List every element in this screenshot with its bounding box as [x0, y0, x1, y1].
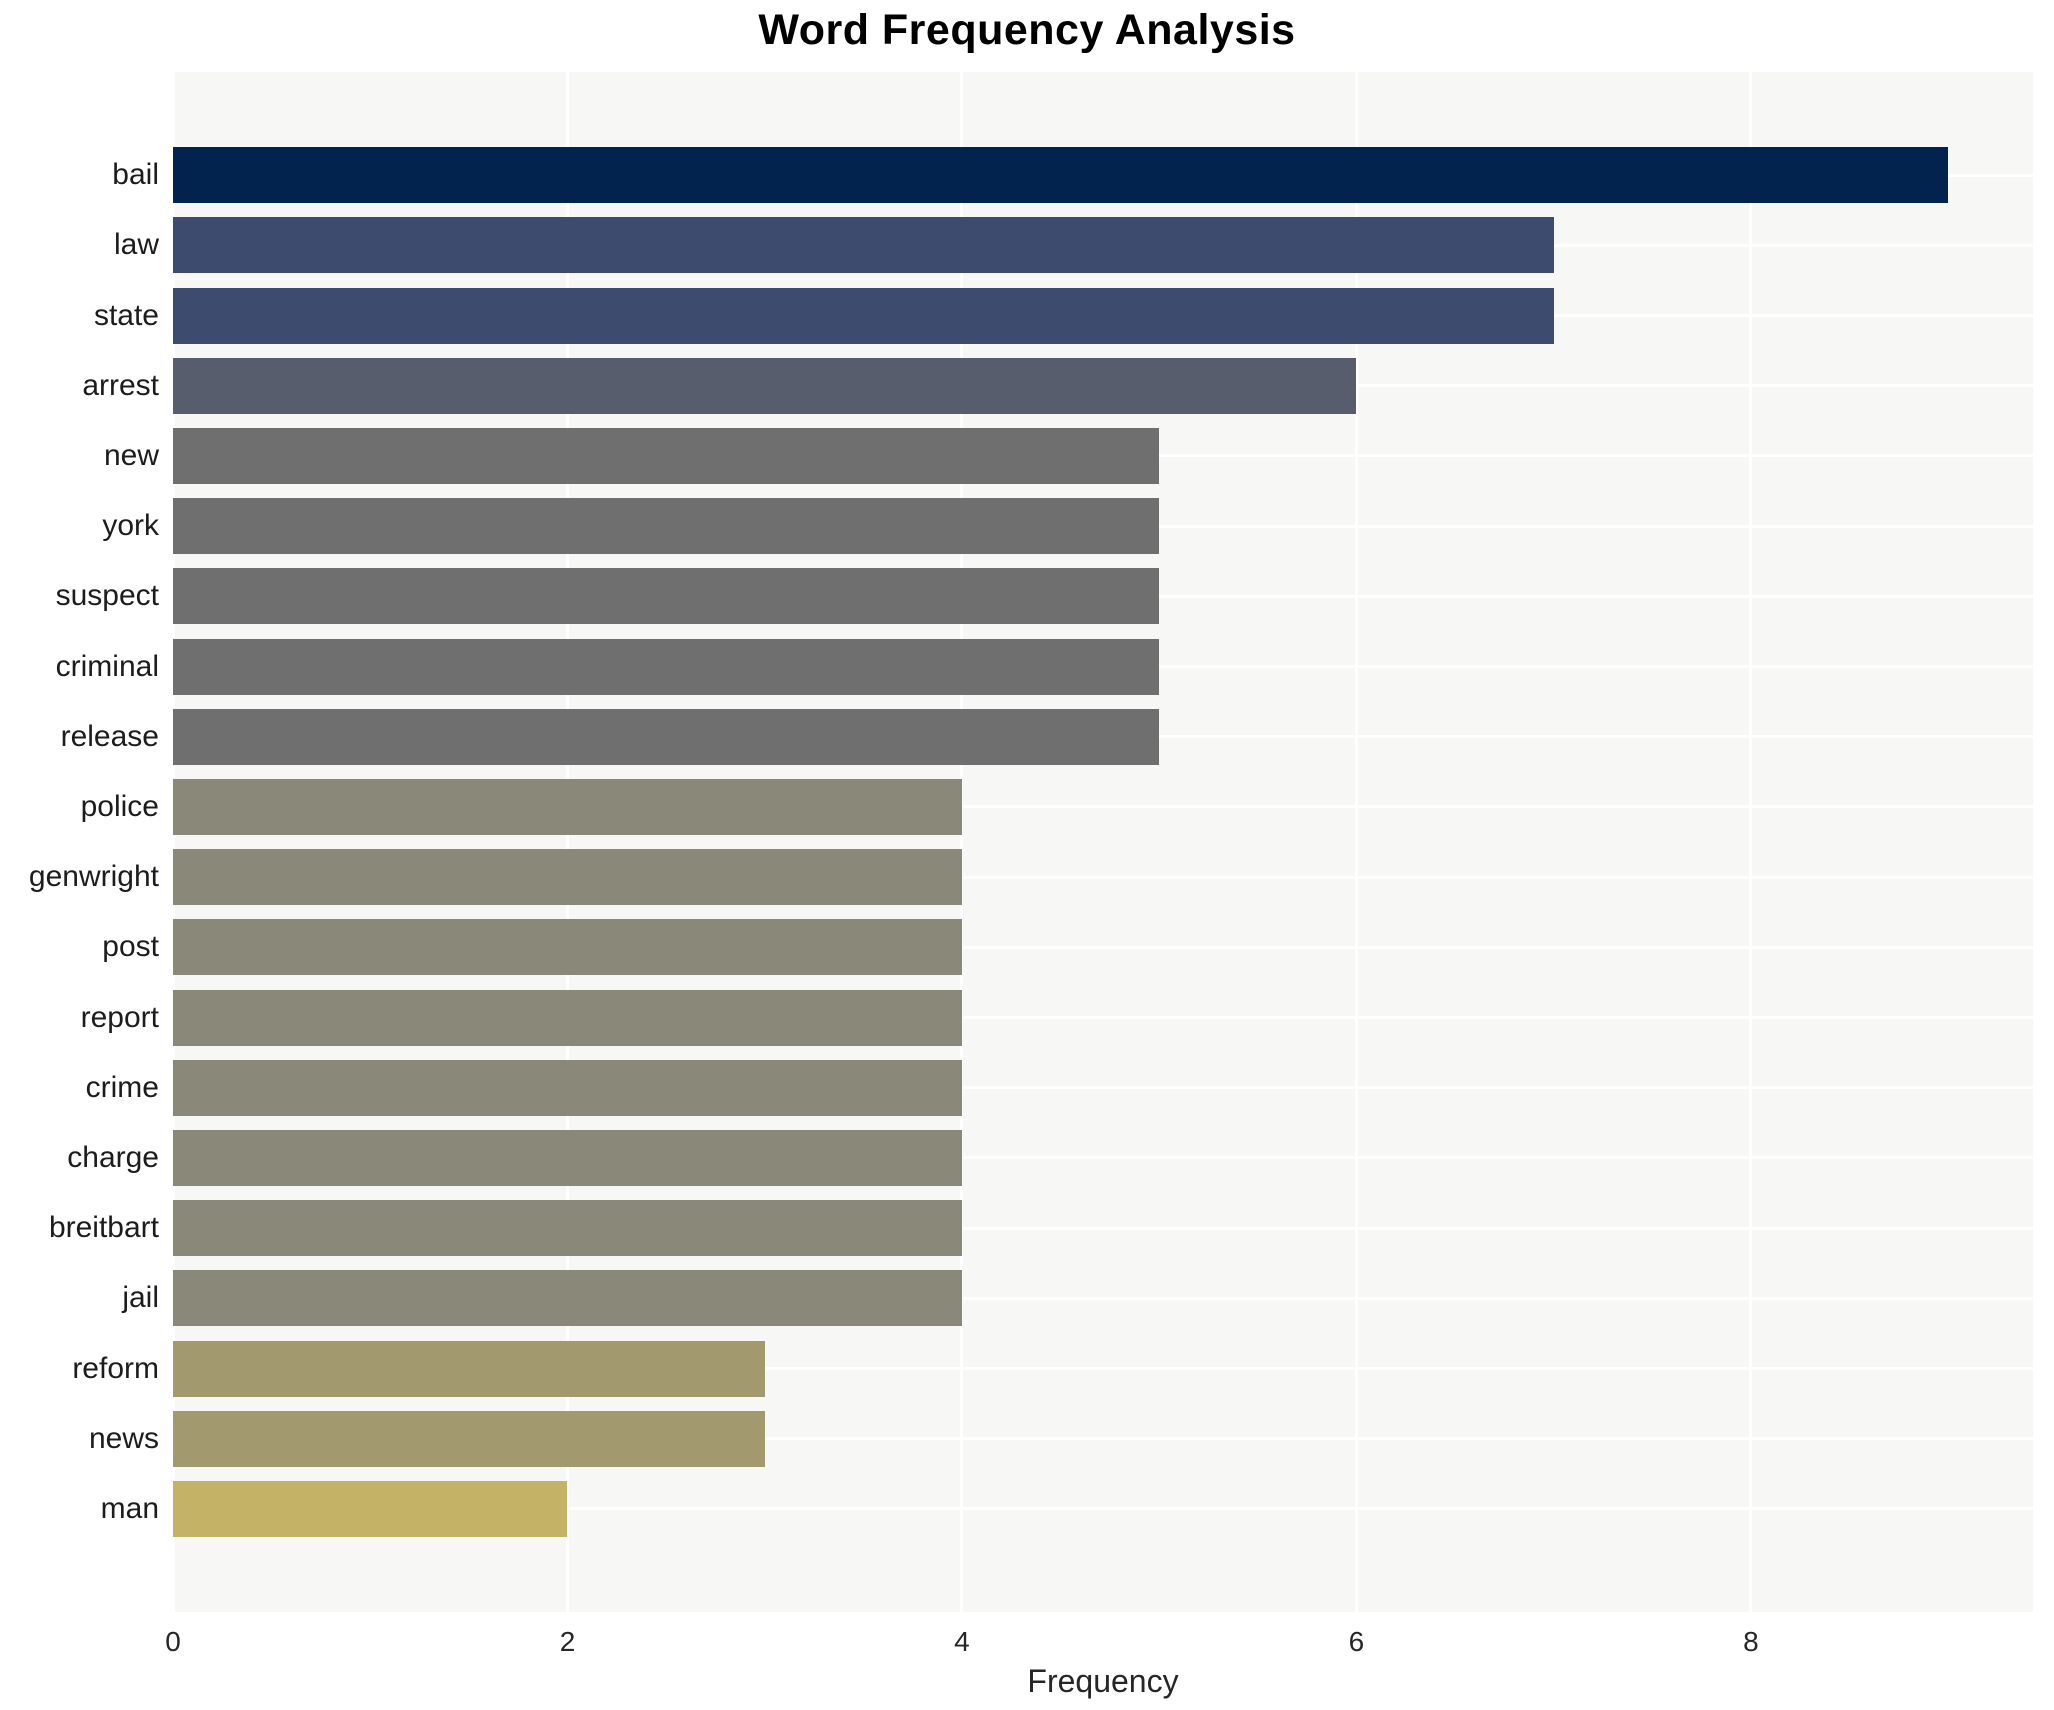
bar-suspect: [173, 568, 1160, 625]
bar-row: new: [104, 421, 2033, 491]
y-tick-label-york: york: [102, 509, 159, 543]
bar-row: genwright: [29, 842, 2033, 912]
y-tick-label-reform: reform: [72, 1351, 159, 1385]
x-tick-label-0: 0: [165, 1626, 181, 1657]
bar-man: [173, 1480, 568, 1537]
y-tick-label-genwright: genwright: [28, 860, 159, 894]
y-tick-label-criminal: criminal: [55, 649, 159, 683]
x-axis-label: Frequency: [1027, 1663, 1179, 1699]
gridline-horizontal: [173, 1296, 2033, 1300]
plot-area: bail law state arrest new york suspect criminal…: [29, 72, 2033, 1612]
bar-row: york: [102, 491, 2033, 561]
bar-charge: [173, 1129, 962, 1186]
y-tick-label-police: police: [80, 789, 159, 823]
y-tick-label-arrest: arrest: [82, 368, 159, 402]
y-tick-label-jail: jail: [122, 1281, 159, 1315]
gridline-horizontal: [173, 1086, 2033, 1090]
bar-police: [173, 778, 962, 835]
gridline-vertical: [1749, 72, 1753, 1612]
bar-report: [173, 989, 962, 1046]
y-tick-label-breitbart: breitbart: [48, 1211, 159, 1245]
gridline-vertical: [960, 72, 964, 1612]
bar-rows: bail law state arrest new york suspect criminal…: [29, 140, 2033, 1544]
x-tick-label-8: 8: [1743, 1626, 1759, 1657]
y-tick-label-charge: charge: [67, 1140, 159, 1174]
bar-breitbart: [173, 1200, 962, 1257]
bar-genwright: [173, 849, 962, 906]
y-tick-label-bail: bail: [112, 158, 159, 192]
gridline-vertical: [171, 72, 175, 1612]
bar-arrest: [173, 357, 1357, 414]
bar-criminal: [173, 638, 1160, 695]
bar-row: state: [94, 280, 2033, 350]
bar-row: suspect: [56, 561, 2033, 631]
bar-row: bail: [112, 140, 2033, 210]
y-tick-label-crime: crime: [85, 1070, 159, 1104]
bar-reform: [173, 1340, 765, 1397]
chart-title: Word Frequency Analysis: [758, 6, 1296, 54]
y-tick-label-release: release: [60, 719, 159, 753]
y-tick-label-state: state: [93, 298, 159, 332]
bar-row: report: [81, 982, 2033, 1052]
bar-row: law: [114, 210, 2033, 280]
gridline-vertical: [565, 72, 569, 1612]
gridline-horizontal: [173, 1367, 2033, 1371]
x-tick-label-6: 6: [1348, 1626, 1365, 1657]
bar-row: breitbart: [49, 1193, 2033, 1263]
gridline-horizontal: [173, 1156, 2033, 1160]
x-tick-label-2: 2: [559, 1626, 576, 1657]
y-tick-label-post: post: [102, 930, 159, 964]
bar-law: [173, 217, 1554, 274]
bar-crime: [173, 1059, 962, 1116]
bar-row: post: [102, 912, 2033, 982]
bar-row: crime: [86, 1053, 2033, 1123]
x-tick-label-4: 4: [954, 1626, 970, 1657]
y-tick-label-law: law: [113, 228, 159, 262]
bar-york: [173, 498, 1160, 555]
gridline-horizontal: [173, 1437, 2033, 1441]
bar-row: arrest: [82, 351, 2033, 421]
bar-row: charge: [67, 1123, 2033, 1193]
bar-state: [173, 287, 1554, 344]
bar-row: release: [61, 702, 2033, 772]
y-tick-label-news: news: [88, 1421, 159, 1455]
bar-row: reform: [72, 1333, 2033, 1403]
y-tick-label-suspect: suspect: [55, 579, 159, 613]
bar-bail: [173, 147, 1949, 204]
gridline-horizontal: [173, 875, 2033, 879]
bar-row: news: [89, 1404, 2033, 1474]
bar-row: criminal: [56, 631, 2033, 701]
y-tick-label-new: new: [103, 438, 159, 472]
gridline-horizontal: [173, 805, 2033, 809]
gridline-horizontal: [173, 945, 2033, 949]
gridline-vertical: [1354, 72, 1358, 1612]
y-tick-label-man: man: [100, 1491, 159, 1525]
bar-row: police: [81, 772, 2033, 842]
bar-row: man: [101, 1474, 2033, 1544]
gridline-horizontal: [173, 1016, 2033, 1020]
y-tick-label-report: report: [80, 1000, 159, 1034]
bar-new: [173, 427, 1160, 484]
bar-post: [173, 919, 962, 976]
gridline-horizontal: [173, 1507, 2033, 1511]
gridline-horizontal: [173, 1226, 2033, 1230]
bar-jail: [173, 1270, 962, 1327]
bar-news: [173, 1410, 765, 1467]
bar-row: jail: [122, 1263, 2033, 1333]
bar-release: [173, 708, 1160, 765]
